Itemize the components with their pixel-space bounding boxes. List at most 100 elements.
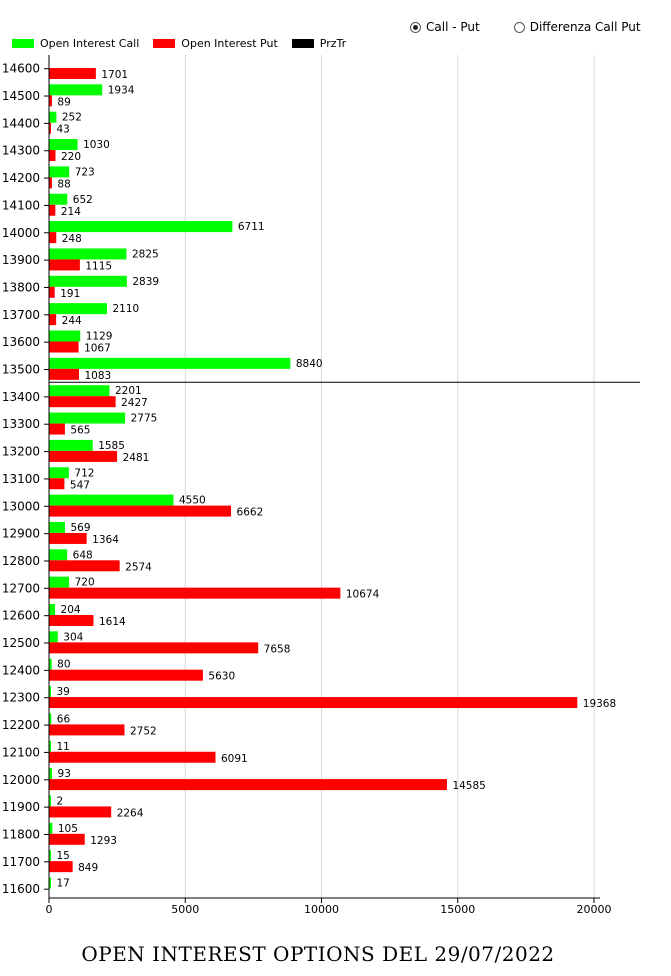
put-bar[interactable] xyxy=(49,95,52,107)
call-bar[interactable] xyxy=(49,303,107,315)
view-mode-radio-group: Call - Put Differenza Call Put xyxy=(410,20,641,34)
legend-item-put[interactable]: Open Interest Put xyxy=(153,37,278,50)
put-bar[interactable] xyxy=(49,259,80,271)
call-value-label: 252 xyxy=(62,112,82,124)
y-tick-label: 12800 xyxy=(2,554,40,568)
call-bar[interactable] xyxy=(49,357,291,369)
call-bar[interactable] xyxy=(49,248,127,260)
call-bar[interactable] xyxy=(49,521,66,533)
call-bar[interactable] xyxy=(49,221,233,233)
call-value-label: 11 xyxy=(57,741,70,753)
put-bar[interactable] xyxy=(49,642,259,654)
y-tick-label: 14200 xyxy=(2,171,40,185)
call-bar[interactable] xyxy=(49,467,69,479)
put-bar[interactable] xyxy=(49,232,57,244)
differenza-call-put-radio-label: Differenza Call Put xyxy=(529,20,641,34)
call-bar[interactable] xyxy=(49,166,70,178)
put-bar[interactable] xyxy=(49,478,65,490)
call-value-label: 2110 xyxy=(112,303,139,315)
put-bar[interactable] xyxy=(49,669,203,681)
y-tick-label: 14600 xyxy=(2,62,40,76)
call-bar[interactable] xyxy=(49,822,53,834)
call-bar[interactable] xyxy=(49,139,78,151)
call-bar[interactable] xyxy=(49,330,81,342)
call-bar[interactable] xyxy=(49,795,52,807)
call-bar[interactable] xyxy=(49,275,127,287)
put-bar[interactable] xyxy=(49,806,112,818)
call-bar[interactable] xyxy=(49,576,70,588)
call-value-label: 1129 xyxy=(86,331,113,343)
put-bar[interactable] xyxy=(49,724,125,736)
y-tick-label: 11700 xyxy=(2,855,40,869)
call-value-label: 2839 xyxy=(132,276,159,288)
x-tick-label: 15000 xyxy=(440,903,475,916)
put-bar[interactable] xyxy=(49,861,73,873)
call-bar[interactable] xyxy=(49,713,52,725)
put-bar[interactable] xyxy=(49,560,120,572)
put-bar[interactable] xyxy=(49,286,55,298)
legend-item-call[interactable]: Open Interest Call xyxy=(12,37,139,50)
put-bar[interactable] xyxy=(49,450,118,462)
put-bar[interactable] xyxy=(49,314,57,326)
call-bar[interactable] xyxy=(49,877,52,889)
call-bar[interactable] xyxy=(49,84,103,96)
call-bar[interactable] xyxy=(49,193,68,205)
put-value-label: 214 xyxy=(61,206,81,218)
y-tick-label: 13700 xyxy=(2,308,40,322)
put-bar[interactable] xyxy=(49,122,52,134)
put-value-label: 1083 xyxy=(85,370,112,382)
call-value-label: 1030 xyxy=(83,139,110,151)
call-value-label: 93 xyxy=(58,768,71,780)
put-value-label: 19368 xyxy=(583,698,616,710)
call-value-label: 4550 xyxy=(179,495,206,507)
put-value-label: 1067 xyxy=(84,343,111,355)
differenza-call-put-radio[interactable]: Differenza Call Put xyxy=(513,20,641,34)
legend-item-przTr[interactable]: PrzTr xyxy=(291,37,347,50)
put-bar[interactable] xyxy=(49,150,56,162)
x-tick-label: 20000 xyxy=(577,903,612,916)
call-value-label: 1585 xyxy=(98,440,125,452)
call-bar[interactable] xyxy=(49,686,52,698)
call-bar[interactable] xyxy=(49,740,52,752)
put-bar[interactable] xyxy=(49,396,116,408)
call-put-radio[interactable]: Call - Put xyxy=(410,20,480,34)
y-tick-label: 12600 xyxy=(2,609,40,623)
call-bar[interactable] xyxy=(49,385,110,397)
put-bar[interactable] xyxy=(49,423,65,435)
y-tick-label: 13400 xyxy=(2,390,40,404)
call-bar[interactable] xyxy=(49,439,93,451)
call-bar[interactable] xyxy=(49,412,126,424)
put-bar[interactable] xyxy=(49,505,232,517)
put-bar[interactable] xyxy=(49,833,85,845)
radio-unselected-icon xyxy=(513,21,525,33)
put-value-label: 1701 xyxy=(101,69,128,81)
y-tick-label: 14500 xyxy=(2,89,40,103)
call-bar[interactable] xyxy=(49,850,52,862)
put-bar[interactable] xyxy=(49,615,94,626)
put-bar[interactable] xyxy=(49,368,80,380)
call-bar[interactable] xyxy=(49,768,53,780)
put-bar[interactable] xyxy=(49,68,96,79)
call-bar[interactable] xyxy=(49,494,174,506)
x-tick-label: 0 xyxy=(46,903,53,916)
call-bar[interactable] xyxy=(49,631,58,643)
call-bar[interactable] xyxy=(49,604,56,615)
put-bar[interactable] xyxy=(49,341,79,353)
call-bar[interactable] xyxy=(49,111,57,123)
call-value-label: 648 xyxy=(73,549,93,561)
legend-swatch-put xyxy=(153,39,176,48)
y-tick-label: 13800 xyxy=(2,280,40,294)
legend-label-przTr: PrzTr xyxy=(319,37,347,50)
put-bar[interactable] xyxy=(49,177,52,189)
put-value-label: 1115 xyxy=(85,260,112,272)
put-bar[interactable] xyxy=(49,587,341,599)
put-bar[interactable] xyxy=(49,751,216,763)
put-bar[interactable] xyxy=(49,697,578,709)
put-bar[interactable] xyxy=(49,779,447,791)
put-bar[interactable] xyxy=(49,532,87,544)
put-bar[interactable] xyxy=(49,204,56,216)
call-value-label: 15 xyxy=(57,850,70,862)
call-bar[interactable] xyxy=(49,658,52,670)
call-bar[interactable] xyxy=(49,549,68,561)
put-value-label: 10674 xyxy=(346,589,380,601)
